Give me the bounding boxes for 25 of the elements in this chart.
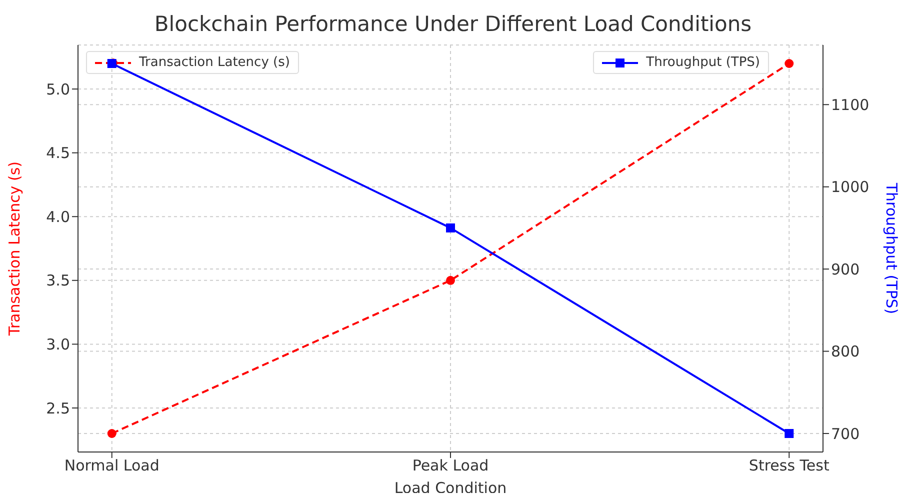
- y2-axis-title: Throughput (TPS): [882, 182, 901, 314]
- point: [784, 429, 794, 438]
- legend-label: Throughput (TPS): [646, 55, 760, 70]
- y2-tick-label: 800: [831, 342, 860, 361]
- chart-title: Blockchain Performance Under Different Load Conditions: [153, 12, 753, 36]
- y-tick-label: 4.0: [46, 208, 70, 226]
- y2-tick-label: 1100: [831, 96, 870, 114]
- y-tick-label: 3.0: [46, 336, 70, 354]
- x-tick-label: Stress Test: [748, 456, 830, 475]
- x-tick-label: Normal Load: [64, 456, 160, 475]
- y-tick-label: 5.0: [46, 80, 70, 98]
- legend-label: Transaction Latency (s): [139, 55, 290, 70]
- x-axis-title: Load Condition: [394, 479, 507, 497]
- point: [784, 59, 794, 68]
- point: [446, 223, 455, 232]
- y2-tick-label: 900: [831, 260, 860, 278]
- y-tick-label: 4.5: [46, 144, 70, 162]
- point: [107, 429, 116, 438]
- y2-tick-label: 1000: [831, 178, 870, 196]
- y-axis-title: Transaction Latency (s): [5, 161, 24, 337]
- y-tick-label: 2.5: [46, 399, 70, 418]
- point: [446, 276, 455, 285]
- x-tick-label: Peak Load: [412, 456, 489, 475]
- y2-tick-label: 700: [831, 424, 860, 443]
- y-tick-label: 3.5: [46, 272, 70, 290]
